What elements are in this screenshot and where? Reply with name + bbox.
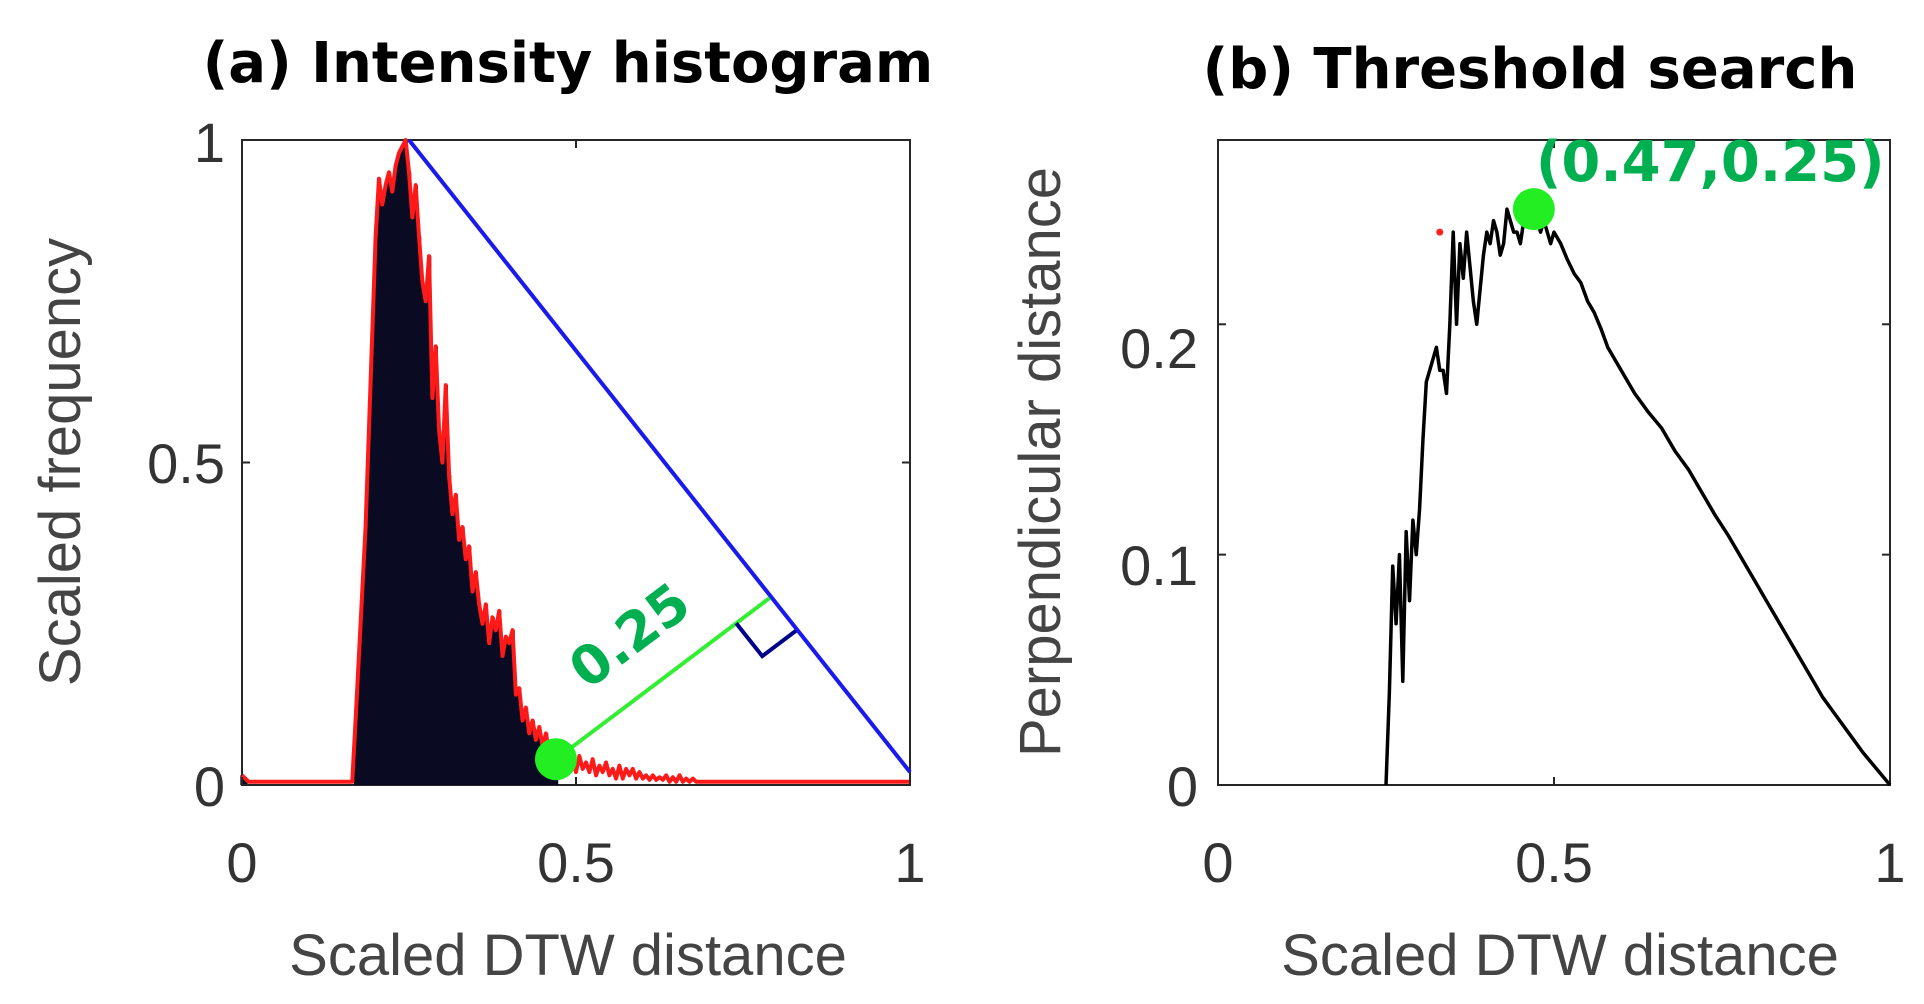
histogram-bar (447, 475, 452, 785)
histogram-bar (417, 236, 422, 785)
histogram-bar (420, 281, 425, 785)
histogram-bar (507, 643, 512, 785)
histogram-bar (380, 204, 385, 785)
histogram-bar (494, 630, 499, 785)
histogram-bar (424, 301, 428, 785)
histogram-bar (524, 707, 529, 785)
panel-b-ytick-label: 0 (1167, 755, 1198, 818)
panel-a-xtick-label: 0 (226, 831, 257, 894)
histogram-bar (377, 178, 382, 785)
histogram-bar (403, 140, 408, 785)
panel-b-ytick-label: 0.2 (1120, 317, 1198, 380)
histogram-bar (477, 604, 482, 785)
panel-b-xtick-label: 1 (1874, 831, 1905, 894)
histogram-bar (460, 527, 465, 785)
histogram-bar (414, 185, 418, 785)
panel-b-axes-frame (1217, 139, 1891, 786)
panel-a-y-axis-label: Scaled frequency (28, 238, 93, 686)
panel-a-xtick-label: 0.5 (537, 831, 615, 894)
histogram-bar (487, 643, 492, 785)
histogram-bar (243, 778, 248, 785)
histogram-bar (490, 617, 495, 785)
histogram-bar (363, 527, 368, 785)
panel-b-x-axis-label: Scaled DTW distance (1281, 923, 1839, 988)
histogram-bar (410, 217, 415, 785)
histogram-bar (427, 256, 432, 786)
histogram-bar (370, 333, 375, 785)
histogram-bar (367, 430, 372, 785)
panel-a-axes-frame (241, 139, 911, 786)
histogram-bar (383, 185, 388, 785)
histogram-bar (527, 733, 532, 785)
panel-b-max-point (1512, 188, 1555, 231)
histogram-bar (373, 236, 378, 785)
panel-a-title: (a) Intensity histogram (203, 31, 934, 96)
histogram-bar (440, 462, 445, 785)
panel-a-diagonal-line (407, 138, 912, 774)
histogram-bar (437, 430, 442, 785)
histogram-bar (467, 546, 472, 785)
histogram-bar (434, 346, 438, 785)
panel-a-xtick-label: 1 (894, 831, 925, 894)
histogram-bar (444, 385, 449, 785)
panel-b-max-point-label: (0.47,0.25) (1536, 130, 1885, 195)
histogram-bar (497, 610, 502, 785)
panel-a-right-angle-marker (734, 622, 798, 659)
panel-b-stray-point (1436, 228, 1444, 236)
histogram-bar (360, 591, 365, 785)
histogram-bar (474, 572, 479, 785)
panel-a-threshold-point (534, 738, 577, 781)
histogram-bar (353, 720, 358, 785)
histogram-bar (514, 694, 519, 785)
histogram-bar (504, 636, 509, 785)
panel-b-y-axis-label: Perpendicular distance (1008, 167, 1073, 757)
histogram-bar (480, 623, 485, 785)
histogram-bar (450, 514, 455, 785)
histogram-bar (484, 604, 489, 785)
histogram-bar (517, 688, 522, 785)
panel-a-perpendicular-line (554, 596, 771, 761)
panel-a-intensity-histogram: (a) Intensity histogram 0.25 1 0.5 0 0 0… (28, 31, 933, 988)
histogram-bar (393, 165, 398, 786)
histogram-bar (454, 494, 459, 785)
histogram-bar (387, 172, 392, 785)
panel-b-ytick-label: 0.1 (1120, 534, 1198, 597)
panel-b-title: (b) Threshold search (1203, 37, 1858, 102)
panel-a-histogram (240, 138, 910, 786)
panel-b-xtick-label: 0.5 (1515, 831, 1593, 894)
panel-b-xtick-label: 0 (1202, 831, 1233, 894)
histogram-bar (407, 172, 412, 785)
panel-b-ticks (1217, 140, 1891, 786)
histogram-bar (470, 591, 475, 785)
histogram-bar (457, 539, 462, 785)
histogram-bar (520, 720, 525, 785)
panel-a-ytick-label: 0.5 (147, 432, 225, 495)
histogram-bar (357, 656, 362, 785)
histogram-bar (510, 630, 515, 785)
histogram-bar (397, 152, 402, 785)
panel-a-ytick-label: 0 (194, 755, 225, 818)
panel-a-ticks (241, 139, 911, 786)
panel-b-series-line (1384, 207, 1892, 787)
histogram-bar (500, 656, 505, 785)
histogram-bar (530, 720, 535, 785)
histogram-bar (400, 146, 405, 785)
histogram-bar (464, 559, 469, 785)
panel-a-ytick-label: 1 (194, 111, 225, 174)
histogram-bar (430, 398, 435, 785)
panel-a-x-axis-label: Scaled DTW distance (289, 923, 847, 988)
histogram-outline (240, 138, 910, 784)
histogram-bar (390, 191, 395, 786)
panel-b-threshold-search: (b) Threshold search (0.47,0.25) 0.2 0.1… (1008, 37, 1906, 988)
